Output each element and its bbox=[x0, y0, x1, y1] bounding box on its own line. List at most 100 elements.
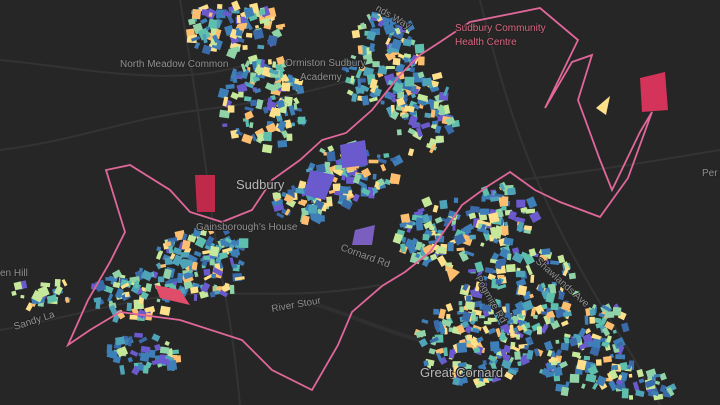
building bbox=[376, 154, 381, 159]
building bbox=[286, 133, 293, 141]
building bbox=[267, 97, 273, 107]
building bbox=[505, 263, 516, 273]
building bbox=[368, 159, 379, 164]
building bbox=[512, 247, 520, 255]
building bbox=[262, 106, 269, 114]
building bbox=[507, 368, 518, 376]
building bbox=[604, 321, 615, 331]
building bbox=[509, 324, 514, 334]
building bbox=[515, 270, 526, 278]
building bbox=[95, 300, 101, 310]
building bbox=[256, 133, 265, 142]
building bbox=[327, 145, 335, 153]
building bbox=[111, 269, 123, 279]
building bbox=[469, 205, 480, 213]
building bbox=[276, 55, 286, 65]
building bbox=[659, 372, 667, 381]
building bbox=[521, 299, 534, 312]
building bbox=[226, 48, 238, 60]
building bbox=[514, 351, 521, 360]
building bbox=[424, 112, 431, 119]
building bbox=[600, 337, 606, 343]
building bbox=[412, 103, 420, 110]
building bbox=[172, 349, 180, 355]
building bbox=[443, 86, 450, 97]
building bbox=[636, 369, 644, 378]
building bbox=[611, 364, 619, 371]
building bbox=[377, 157, 387, 165]
building bbox=[380, 163, 387, 172]
building bbox=[563, 336, 570, 344]
building bbox=[506, 187, 516, 196]
building bbox=[407, 148, 415, 157]
building bbox=[362, 53, 374, 65]
building bbox=[505, 303, 510, 314]
building bbox=[444, 123, 455, 135]
building bbox=[448, 349, 456, 359]
building bbox=[560, 320, 569, 327]
building bbox=[400, 243, 406, 253]
building bbox=[244, 110, 254, 120]
building bbox=[591, 333, 602, 342]
building bbox=[54, 279, 61, 287]
building bbox=[481, 282, 487, 291]
building bbox=[154, 343, 162, 352]
building bbox=[417, 71, 425, 79]
road bbox=[479, 0, 661, 405]
building bbox=[245, 32, 253, 38]
building bbox=[136, 308, 147, 319]
building bbox=[219, 289, 229, 298]
building bbox=[468, 212, 477, 220]
building bbox=[388, 92, 397, 99]
building bbox=[471, 311, 476, 321]
building bbox=[543, 340, 554, 351]
building bbox=[281, 82, 291, 92]
building bbox=[526, 349, 534, 360]
building bbox=[193, 282, 200, 288]
building bbox=[497, 320, 503, 325]
building bbox=[464, 301, 476, 311]
building bbox=[160, 263, 167, 268]
building bbox=[407, 127, 416, 135]
building bbox=[231, 10, 240, 14]
building bbox=[129, 314, 138, 320]
building bbox=[628, 373, 633, 378]
building bbox=[54, 285, 63, 296]
building bbox=[396, 129, 402, 136]
building bbox=[434, 216, 443, 224]
building bbox=[209, 291, 216, 298]
building bbox=[61, 278, 68, 287]
building bbox=[472, 378, 480, 386]
building bbox=[352, 193, 360, 203]
building bbox=[275, 23, 286, 29]
building bbox=[217, 3, 223, 10]
building bbox=[211, 273, 216, 279]
building bbox=[490, 341, 500, 352]
building bbox=[368, 96, 378, 103]
building bbox=[348, 60, 359, 71]
building bbox=[297, 200, 306, 207]
building bbox=[644, 378, 656, 389]
building bbox=[482, 309, 490, 318]
building bbox=[466, 334, 473, 341]
building bbox=[372, 173, 377, 180]
building bbox=[191, 261, 198, 271]
building bbox=[528, 248, 537, 257]
building bbox=[595, 359, 602, 366]
building bbox=[269, 16, 276, 22]
building bbox=[608, 369, 619, 380]
building bbox=[255, 98, 264, 110]
building bbox=[181, 239, 191, 251]
building bbox=[650, 389, 660, 397]
building bbox=[540, 282, 546, 289]
building bbox=[191, 8, 202, 20]
building bbox=[276, 99, 286, 109]
building bbox=[423, 220, 434, 230]
building bbox=[666, 386, 675, 397]
building bbox=[203, 273, 214, 281]
building bbox=[464, 325, 473, 334]
building bbox=[369, 78, 378, 90]
building bbox=[640, 72, 668, 112]
building bbox=[197, 27, 211, 41]
building bbox=[550, 317, 555, 324]
